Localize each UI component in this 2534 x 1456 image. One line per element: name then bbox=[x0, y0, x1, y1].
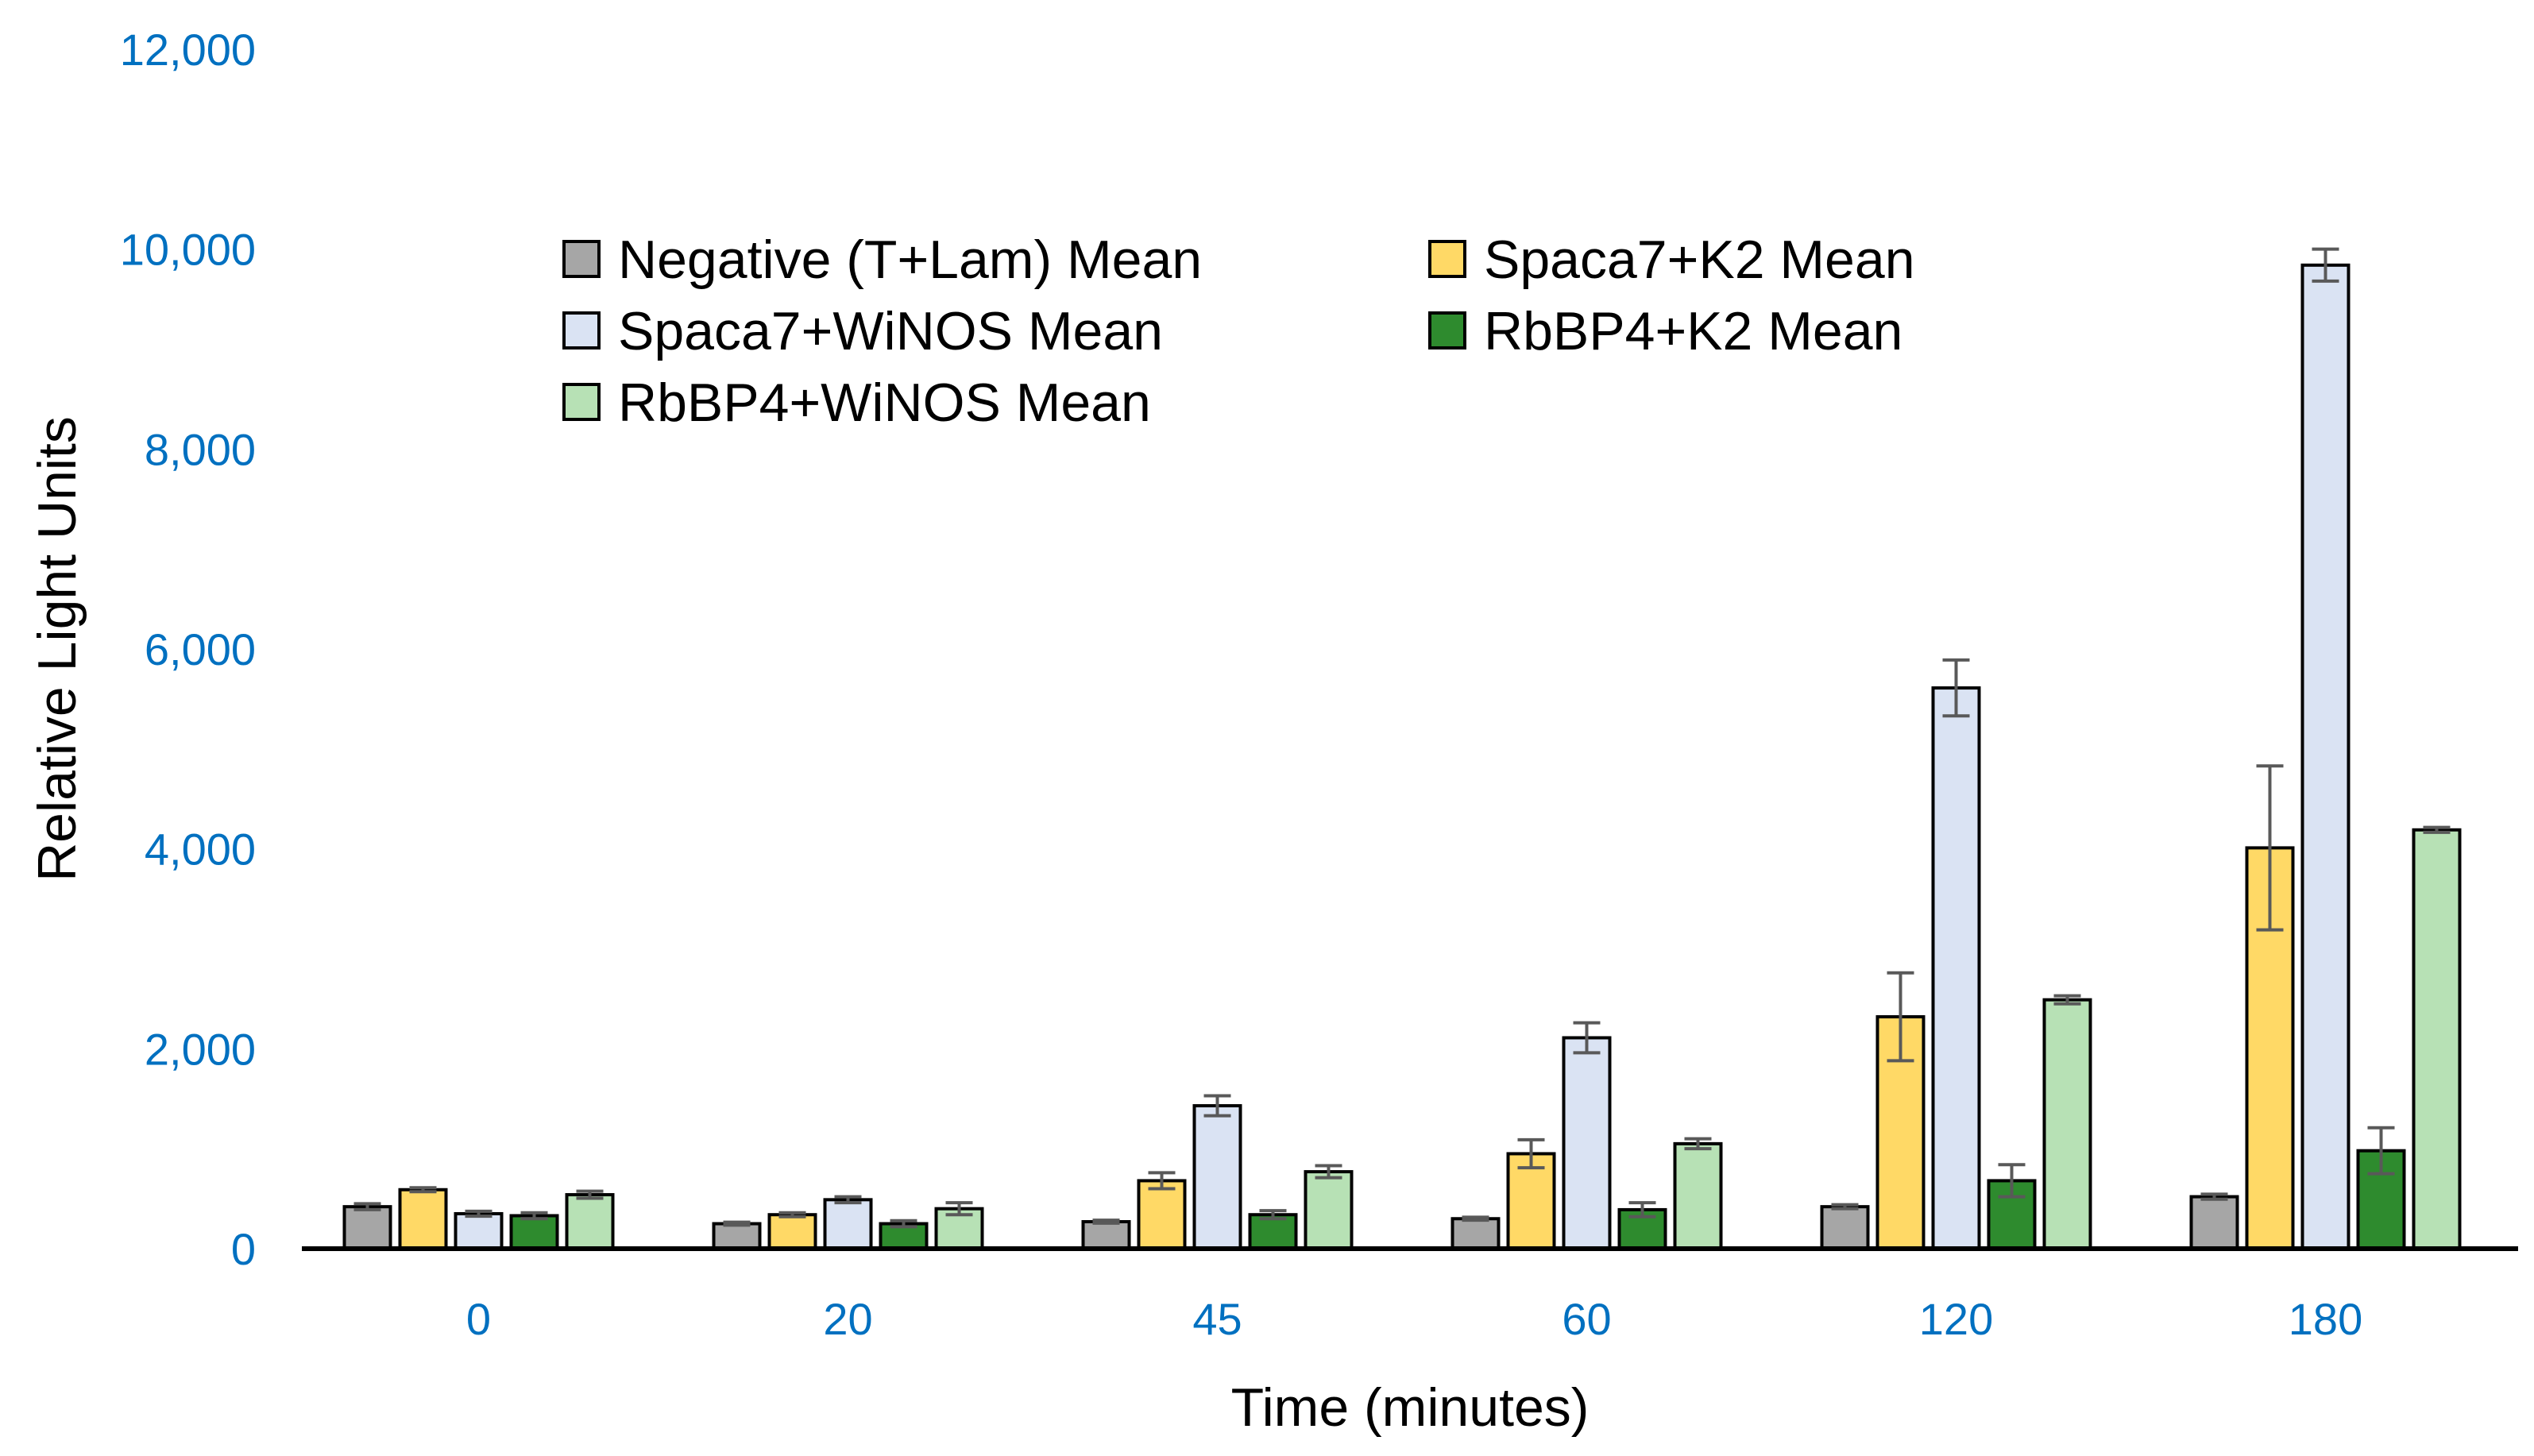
legend-swatch bbox=[562, 240, 601, 278]
error-bar-negative-t-lam-mean-t0 bbox=[353, 1202, 381, 1211]
error-bar-rbbp4-winos-mean-t60 bbox=[1684, 1137, 1712, 1151]
legend-swatch bbox=[562, 383, 601, 421]
bar-negative-t-lam-mean-t20 bbox=[712, 1222, 762, 1250]
x-tick-label: 180 bbox=[2289, 1294, 2362, 1344]
legend-item-spaca7-k2-mean: Spaca7+K2 Mean bbox=[1428, 230, 1915, 290]
legend-label: Spaca7+K2 Mean bbox=[1484, 230, 1915, 290]
error-bar-spaca7-k2-mean-t120 bbox=[1887, 971, 1914, 1063]
legend-item-spaca7-winos-mean: Spaca7+WiNOS Mean bbox=[562, 301, 1163, 361]
error-bar-rbbp4-k2-mean-t20 bbox=[890, 1218, 917, 1229]
x-axis-title: Time (minutes) bbox=[1231, 1377, 1590, 1438]
legend-item-rbbp4-winos-mean: RbBP4+WiNOS Mean bbox=[562, 373, 1151, 433]
error-bar-spaca7-winos-mean-t0 bbox=[465, 1209, 493, 1218]
error-bar-negative-t-lam-mean-t60 bbox=[1462, 1215, 1489, 1222]
error-bar-negative-t-lam-mean-t120 bbox=[1831, 1203, 1859, 1211]
error-bar-spaca7-winos-mean-t45 bbox=[1203, 1094, 1231, 1118]
x-tick-label: 20 bbox=[823, 1294, 872, 1344]
bar-negative-t-lam-mean-t180 bbox=[2189, 1195, 2239, 1250]
bar-spaca7-winos-mean-t20 bbox=[823, 1198, 873, 1251]
bar-rbbp4-winos-mean-t180 bbox=[2412, 828, 2462, 1250]
legend-label: Negative (T+Lam) Mean bbox=[618, 230, 1202, 290]
x-tick-label: 0 bbox=[466, 1294, 491, 1344]
bar-rbbp4-winos-mean-t45 bbox=[1304, 1170, 1354, 1250]
y-tick-label: 2,000 bbox=[145, 1024, 256, 1074]
error-bar-rbbp4-winos-mean-t45 bbox=[1315, 1164, 1342, 1180]
y-tick-label: 4,000 bbox=[145, 825, 256, 875]
bar-spaca7-winos-mean-t180 bbox=[2300, 263, 2351, 1250]
legend-swatch bbox=[1428, 240, 1466, 278]
x-tick-label: 60 bbox=[1562, 1294, 1611, 1344]
y-axis-ticks: 0 2,000 4,000 6,000 8,000 10,000 12,000 bbox=[120, 25, 256, 1274]
y-axis-title: Relative Light Units bbox=[27, 416, 87, 882]
error-bar-rbbp4-k2-mean-t45 bbox=[1259, 1209, 1287, 1221]
legend-label: RbBP4+K2 Mean bbox=[1484, 301, 1902, 361]
bar-spaca7-k2-mean-t20 bbox=[767, 1213, 817, 1251]
y-tick-label: 8,000 bbox=[145, 424, 256, 474]
error-bar-rbbp4-winos-mean-t180 bbox=[2423, 825, 2451, 834]
legend-swatch bbox=[562, 311, 601, 350]
x-axis-ticks: 0 20 45 60 120 180 bbox=[466, 1294, 2362, 1344]
error-bar-spaca7-winos-mean-t60 bbox=[1573, 1021, 1601, 1055]
legend-label: Spaca7+WiNOS Mean bbox=[618, 301, 1163, 361]
error-bar-negative-t-lam-mean-t180 bbox=[2200, 1192, 2228, 1201]
bar-negative-t-lam-mean-t45 bbox=[1081, 1220, 1131, 1251]
y-tick-label: 0 bbox=[231, 1224, 256, 1274]
error-bars-layer bbox=[353, 247, 2451, 1229]
bar-spaca7-winos-mean-t45 bbox=[1192, 1104, 1242, 1251]
legend-swatch bbox=[1428, 311, 1466, 350]
x-tick-label: 120 bbox=[1919, 1294, 1993, 1344]
legend-item-rbbp4-k2-mean: RbBP4+K2 Mean bbox=[1428, 301, 1902, 361]
error-bar-spaca7-winos-mean-t20 bbox=[834, 1195, 862, 1205]
bar-spaca7-winos-mean-t0 bbox=[454, 1211, 504, 1251]
error-bar-spaca7-k2-mean-t20 bbox=[778, 1211, 806, 1218]
error-bar-spaca7-k2-mean-t180 bbox=[2256, 764, 2284, 932]
bar-rbbp4-winos-mean-t120 bbox=[2042, 998, 2092, 1251]
error-bar-spaca7-k2-mean-t45 bbox=[1148, 1171, 1176, 1191]
legend-label: RbBP4+WiNOS Mean bbox=[618, 373, 1151, 433]
bar-rbbp4-winos-mean-t0 bbox=[565, 1193, 615, 1251]
x-tick-label: 45 bbox=[1192, 1294, 1242, 1344]
error-bar-spaca7-k2-mean-t0 bbox=[409, 1186, 437, 1194]
error-bar-rbbp4-k2-mean-t180 bbox=[2367, 1126, 2395, 1176]
bar-rbbp4-winos-mean-t60 bbox=[1673, 1141, 1723, 1250]
bar-spaca7-k2-mean-t0 bbox=[398, 1188, 448, 1250]
error-bar-rbbp4-k2-mean-t120 bbox=[1998, 1163, 2026, 1199]
y-tick-label: 10,000 bbox=[120, 225, 256, 275]
bar-rbbp4-k2-mean-t0 bbox=[509, 1214, 559, 1250]
bar-negative-t-lam-mean-t0 bbox=[342, 1205, 392, 1251]
error-bar-rbbp4-winos-mean-t0 bbox=[576, 1189, 604, 1200]
y-tick-label: 12,000 bbox=[120, 25, 256, 75]
error-bar-negative-t-lam-mean-t20 bbox=[723, 1220, 751, 1227]
error-bar-rbbp4-k2-mean-t0 bbox=[520, 1211, 548, 1221]
error-bar-spaca7-winos-mean-t180 bbox=[2312, 247, 2339, 283]
legend-item-negative-t-lam-mean: Negative (T+Lam) Mean bbox=[562, 230, 1202, 290]
error-bar-negative-t-lam-mean-t45 bbox=[1092, 1218, 1120, 1225]
bar-spaca7-winos-mean-t120 bbox=[1931, 686, 1981, 1250]
bar-spaca7-k2-mean-t45 bbox=[1137, 1179, 1187, 1251]
error-bar-rbbp4-k2-mean-t60 bbox=[1628, 1201, 1656, 1218]
bars-layer bbox=[342, 263, 2462, 1251]
legend: Negative (T+Lam) Mean Spaca7+K2 Mean Spaca… bbox=[562, 230, 1915, 433]
bar-negative-t-lam-mean-t60 bbox=[1450, 1217, 1501, 1250]
bar-negative-t-lam-mean-t120 bbox=[1820, 1205, 1870, 1251]
error-bar-spaca7-winos-mean-t120 bbox=[1942, 658, 1970, 718]
error-bar-spaca7-k2-mean-t60 bbox=[1517, 1137, 1545, 1170]
error-bar-rbbp4-winos-mean-t20 bbox=[945, 1201, 973, 1217]
bar-spaca7-winos-mean-t60 bbox=[1562, 1036, 1612, 1251]
bar-spaca7-k2-mean-t60 bbox=[1506, 1152, 1556, 1251]
y-tick-label: 6,000 bbox=[145, 624, 256, 674]
error-bar-rbbp4-winos-mean-t120 bbox=[2053, 994, 2081, 1006]
